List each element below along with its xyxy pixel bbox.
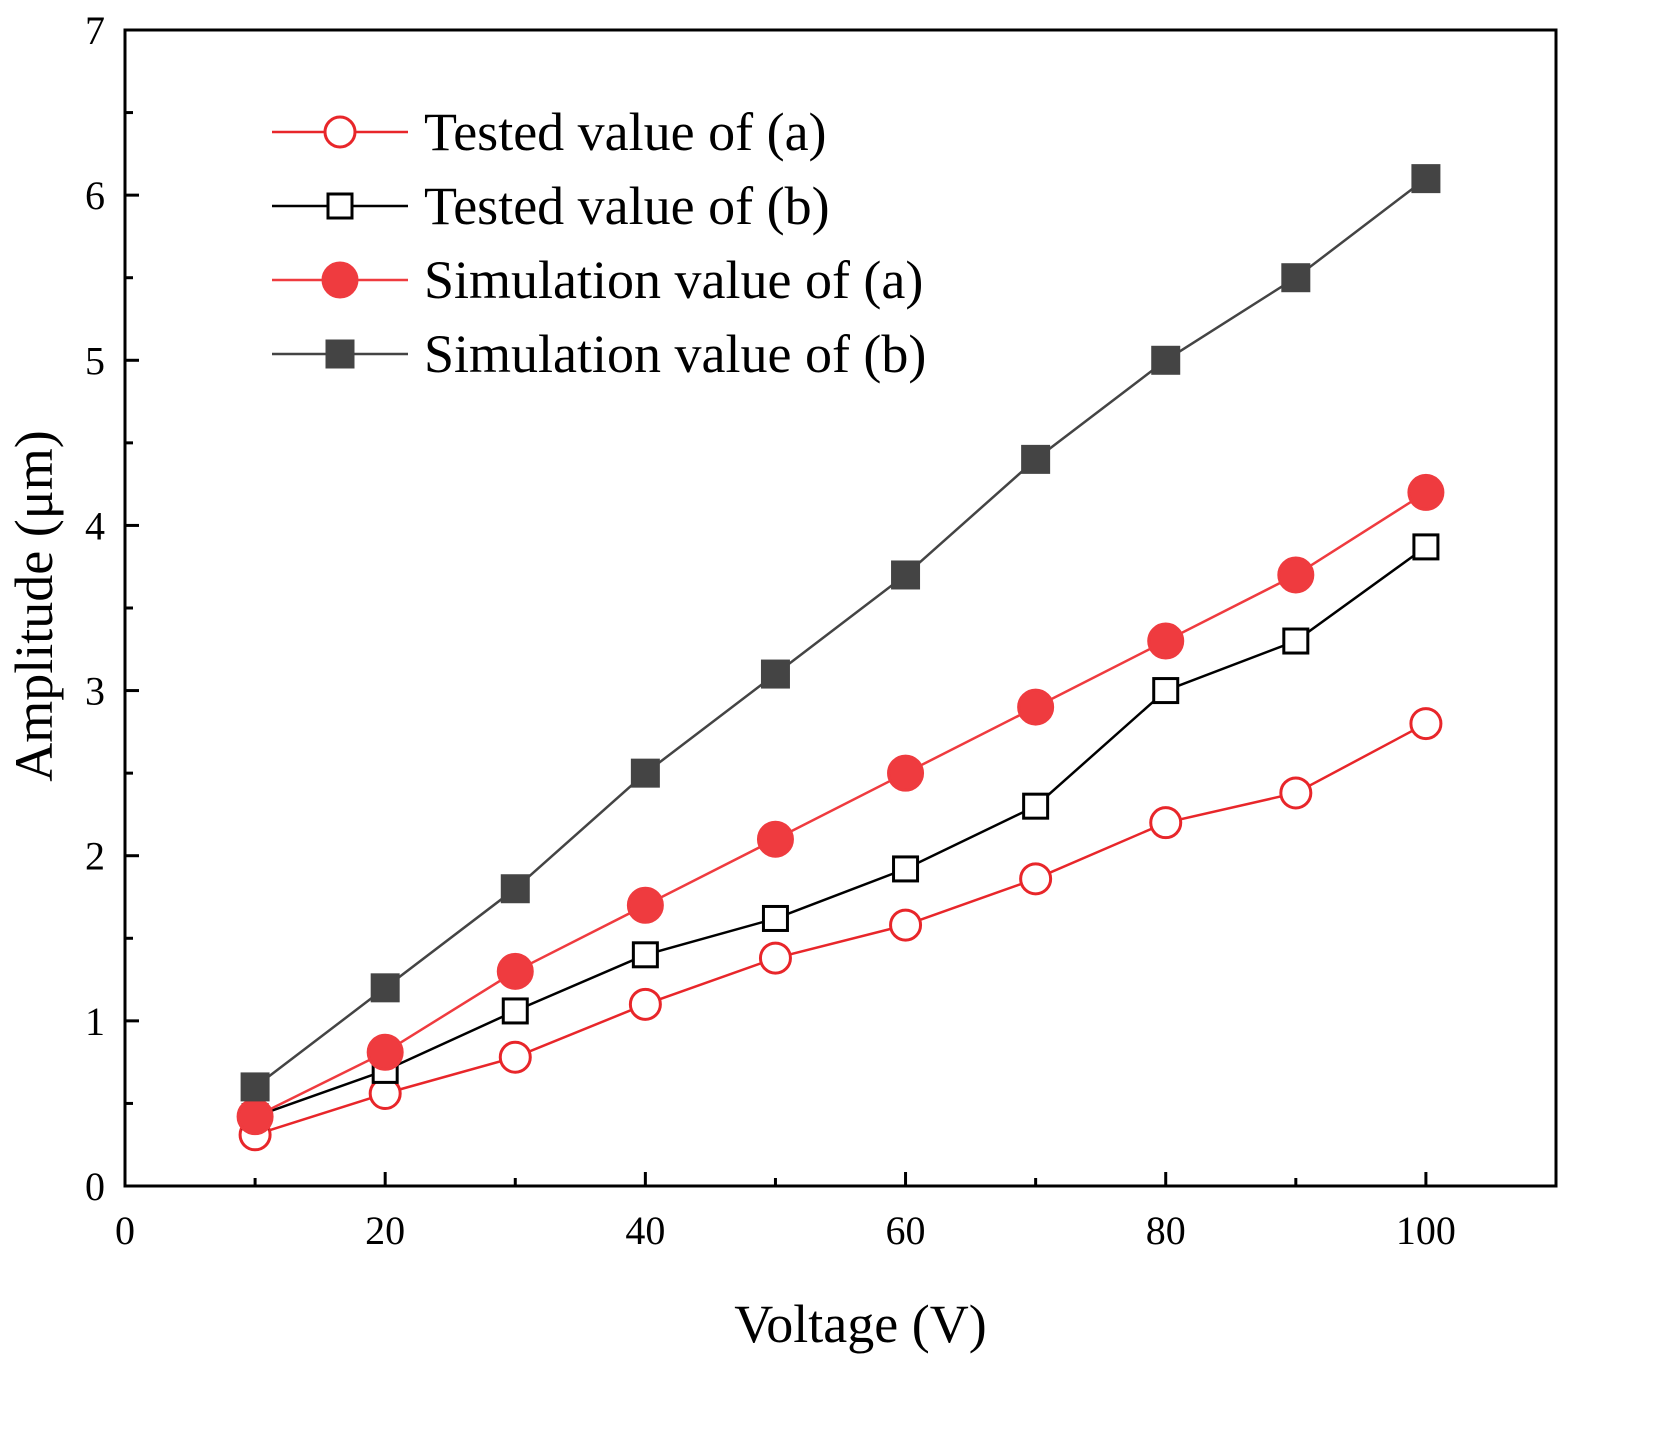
series-3 <box>236 473 1445 1136</box>
data-point <box>891 560 921 590</box>
data-point <box>630 758 660 788</box>
y-axis-title: Amplitude (μm) <box>4 430 64 781</box>
legend-entry-4: Simulation value of (b) <box>272 324 926 384</box>
series-line <box>254 722 1427 1136</box>
data-point <box>631 941 659 969</box>
data-point <box>1149 806 1183 840</box>
data-point <box>756 820 794 858</box>
x-tick-label: 40 <box>625 1208 665 1253</box>
data-point <box>887 754 925 792</box>
series-4 <box>240 164 1441 1102</box>
data-point <box>496 952 534 990</box>
data-point <box>1412 533 1440 561</box>
y-tick-label: 5 <box>85 338 105 383</box>
data-point <box>500 874 530 904</box>
data-point <box>1151 345 1181 375</box>
x-tick-label: 100 <box>1396 1208 1456 1253</box>
data-point <box>236 1098 274 1136</box>
data-point <box>628 987 662 1021</box>
data-point <box>1017 688 1055 726</box>
data-point <box>501 997 529 1025</box>
legend-entry-2: Tested value of (b) <box>272 176 830 236</box>
legend-marker <box>321 261 359 299</box>
legend-label: Tested value of (b) <box>424 176 830 236</box>
x-axis-title: Voltage (V) <box>734 1294 986 1354</box>
data-point <box>1411 164 1441 194</box>
x-tick-label: 20 <box>365 1208 405 1253</box>
data-point <box>1282 627 1310 655</box>
y-tick-label: 6 <box>85 173 105 218</box>
legend-marker <box>325 339 355 369</box>
data-point <box>366 1033 404 1071</box>
y-tick-label: 0 <box>85 1164 105 1209</box>
legend-label: Tested value of (a) <box>424 102 827 162</box>
data-point <box>761 904 789 932</box>
data-point <box>498 1040 532 1074</box>
y-tick-label: 7 <box>85 8 105 53</box>
data-point <box>889 908 923 942</box>
data-point <box>1281 263 1311 293</box>
data-point <box>1021 444 1051 474</box>
legend-label: Simulation value of (a) <box>424 250 923 310</box>
series-1 <box>238 707 1443 1152</box>
data-point <box>1409 707 1443 741</box>
data-point <box>1277 556 1315 594</box>
series-line <box>254 491 1427 1118</box>
y-tick-label: 1 <box>85 999 105 1044</box>
y-tick-label: 4 <box>85 503 105 548</box>
data-point <box>1147 622 1185 660</box>
legend: Tested value of (a) Tested value of (b) Si… <box>272 102 926 384</box>
series-line <box>254 177 1427 1088</box>
data-point <box>240 1072 270 1102</box>
series-layer <box>236 164 1445 1152</box>
data-point <box>1279 776 1313 810</box>
data-point <box>370 973 400 1003</box>
data-point <box>1022 792 1050 820</box>
axes: 0 20 40 60 80 100 0 1 2 3 4 5 6 7 <box>85 8 1558 1253</box>
y-tick-label: 2 <box>85 834 105 879</box>
data-point <box>760 659 790 689</box>
data-point <box>1152 677 1180 705</box>
x-tick-label: 0 <box>115 1208 135 1253</box>
data-point <box>1407 473 1445 511</box>
data-point <box>758 941 792 975</box>
legend-label: Simulation value of (b) <box>424 324 926 384</box>
legend-marker <box>323 115 357 149</box>
legend-entry-3: Simulation value of (a) <box>272 250 923 310</box>
x-tick-label: 60 <box>886 1208 926 1253</box>
legend-entry-1: Tested value of (a) <box>272 102 827 162</box>
series-line <box>254 545 1427 1118</box>
data-point <box>892 855 920 883</box>
x-tick-label: 80 <box>1146 1208 1186 1253</box>
legend-marker <box>326 192 354 220</box>
data-point <box>1019 862 1053 896</box>
y-tick-label: 3 <box>85 669 105 714</box>
data-point <box>626 886 664 924</box>
